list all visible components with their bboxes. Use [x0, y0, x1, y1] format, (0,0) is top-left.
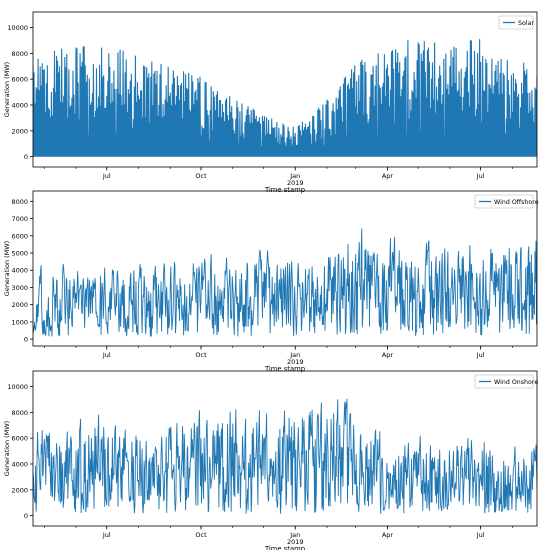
y-tick-label: 8000 [11, 198, 28, 206]
x-tick-label: Oct [195, 172, 207, 180]
y-tick-label: 6000 [11, 76, 28, 84]
y-tick-label: 0 [24, 153, 28, 161]
x-year-label: 2019 [287, 538, 304, 546]
x-tick-label: Apr [382, 172, 394, 180]
x-tick-label: Oct [195, 531, 207, 539]
y-tick-label: 1000 [11, 318, 28, 326]
x-axis-label: Time stamp [264, 186, 305, 194]
plot-frame [32, 11, 538, 168]
legend-label: Solar [518, 20, 534, 27]
y-tick-label: 2000 [11, 486, 28, 494]
legend-label: Wind Onshore [494, 379, 538, 386]
y-tick-label: 5000 [11, 250, 28, 258]
legend-box [474, 194, 534, 209]
y-tick-label: 10000 [7, 383, 28, 391]
y-tick-label: 4000 [11, 461, 28, 469]
y-tick-label: 8000 [11, 409, 28, 417]
series-line-wind-onshore [33, 398, 537, 514]
x-tick-label: Jul [102, 351, 111, 359]
x-year-label: 2019 [287, 358, 304, 366]
chart-panel-3: 0 2000 4000 6000 8000 10000 Jul Oct Jan Apr Jul 201… [3, 370, 538, 550]
plot-frame [32, 370, 538, 527]
y-tick-label: 3000 [11, 284, 28, 292]
y-tick-label: 0 [24, 336, 28, 344]
y-tick-label: 0 [24, 512, 28, 520]
x-tick-label: Jan [289, 351, 300, 359]
plot-frame [32, 190, 538, 347]
y-axis-label: Generation (MW) [3, 62, 11, 117]
legend-box [474, 374, 534, 389]
x-tick-label: Jul [476, 172, 485, 180]
y-axis-label: Generation (MW) [3, 421, 11, 476]
y-tick-label: 4000 [11, 102, 28, 110]
x-tick-label: Jul [476, 531, 485, 539]
legend-box [498, 15, 534, 30]
x-year-label: 2019 [287, 179, 304, 187]
series-line-solar [33, 39, 537, 157]
chart-panel-2: 0 1000 2000 3000 4000 5000 6000 7000 8000 Jul Oct J… [3, 190, 539, 373]
x-axis-label: Time stamp [264, 545, 305, 550]
x-tick-label: Apr [382, 351, 394, 359]
legend-label: Wind Offshore [494, 199, 539, 206]
series-line-wind-offshore [33, 228, 537, 337]
x-axis-label: Time stamp [264, 365, 305, 373]
y-tick-label: 6000 [11, 435, 28, 443]
x-tick-label: Oct [195, 351, 207, 359]
x-tick-label: Apr [382, 531, 394, 539]
y-tick-label: 8000 [11, 50, 28, 58]
x-tick-label: Jan [289, 531, 300, 539]
y-tick-label: 2000 [11, 127, 28, 135]
x-tick-label: Jul [102, 172, 111, 180]
y-tick-label: 4000 [11, 267, 28, 275]
chart-panel-1: 0 2000 4000 6000 8000 10000 Jul Oct Jan Apr Jul 201… [3, 11, 538, 194]
x-tick-label: Jul [476, 351, 485, 359]
x-tick-label: Jul [102, 531, 111, 539]
y-tick-label: 10000 [7, 24, 28, 32]
y-axis-label: Generation (MW) [3, 241, 11, 296]
x-tick-label: Jan [289, 172, 300, 180]
y-tick-label: 7000 [11, 215, 28, 223]
y-tick-label: 6000 [11, 232, 28, 240]
y-tick-label: 2000 [11, 301, 28, 309]
